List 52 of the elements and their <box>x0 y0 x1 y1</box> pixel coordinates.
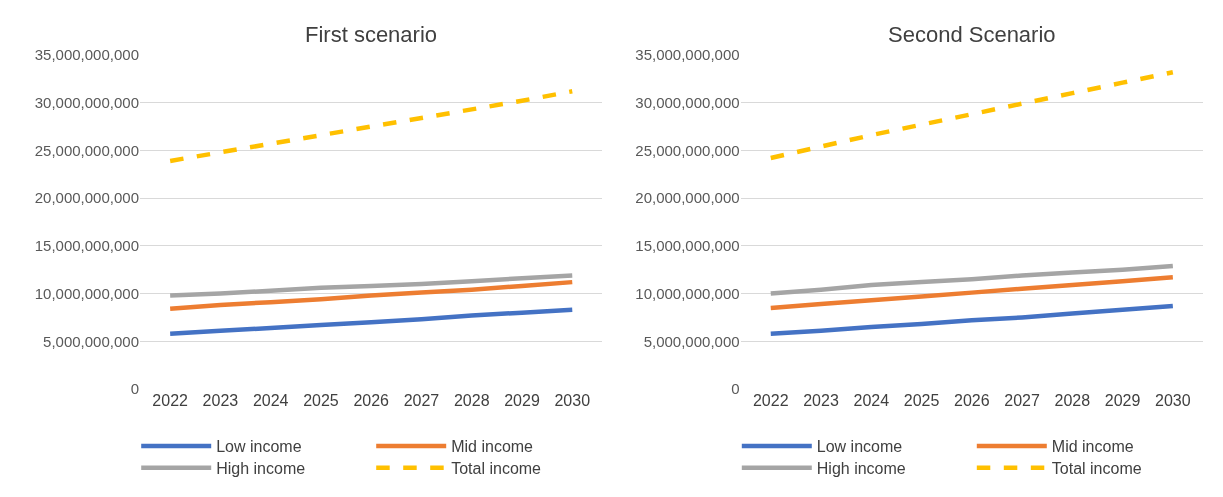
x-tick-label: 2025 <box>303 392 339 409</box>
line-series <box>167 307 575 336</box>
x-tick-label: 2025 <box>903 392 940 409</box>
x-tick-label: 2029 <box>1104 392 1141 409</box>
y-tick-label: 5,000,000,000 <box>43 332 139 350</box>
legend-label: Total income <box>1051 459 1142 477</box>
line-series <box>768 275 1176 311</box>
y-tick-label: 0 <box>130 380 139 398</box>
x-tick-label: 2027 <box>403 392 440 409</box>
y-tick-label: 30,000,000,000 <box>635 93 740 111</box>
y-tick-label: 5,000,000,000 <box>643 332 740 350</box>
x-tick-label: 2023 <box>803 392 839 409</box>
legend-label: High income <box>216 459 306 477</box>
legend-label: Mid income <box>1051 438 1134 456</box>
y-tick-label: 25,000,000,000 <box>34 141 139 159</box>
x-tick-label: 2028 <box>453 392 490 409</box>
line-series <box>167 279 575 312</box>
y-tick-label: 15,000,000,000 <box>635 237 740 255</box>
legend-label: Low income <box>216 438 302 456</box>
x-tick-label: 2022 <box>152 392 189 409</box>
chart-title: Second Scenario <box>888 22 1056 47</box>
x-tick-label: 2028 <box>1054 392 1091 409</box>
x-tick-label: 2022 <box>752 392 789 409</box>
legend-label: Total income <box>451 459 542 477</box>
y-tick-label: 20,000,000,000 <box>34 189 139 207</box>
y-tick-label: 30,000,000,000 <box>34 93 139 111</box>
y-tick-label: 35,000,000,000 <box>635 46 740 64</box>
x-tick-label: 2030 <box>1155 392 1191 409</box>
line-series <box>167 89 575 164</box>
y-tick-label: 20,000,000,000 <box>635 189 740 207</box>
y-tick-label: 25,000,000,000 <box>635 141 740 159</box>
y-tick-label: 10,000,000,000 <box>34 284 139 302</box>
legend-label: High income <box>816 459 906 477</box>
x-tick-label: 2027 <box>1004 392 1040 409</box>
line-series <box>768 69 1176 161</box>
x-tick-label: 2024 <box>252 392 289 409</box>
x-tick-label: 2026 <box>954 392 990 409</box>
x-tick-label: 2029 <box>504 392 540 409</box>
x-tick-label: 2023 <box>202 392 239 409</box>
x-tick-label: 2024 <box>853 392 890 409</box>
line-series <box>768 303 1176 336</box>
line-series <box>768 263 1176 296</box>
x-tick-label: 2030 <box>554 392 591 409</box>
y-tick-label: 35,000,000,000 <box>34 46 139 64</box>
y-tick-label: 0 <box>731 380 740 398</box>
y-tick-label: 10,000,000,000 <box>635 284 740 302</box>
legend-label: Low income <box>816 438 903 456</box>
line-series <box>167 273 575 298</box>
chart-title: First scenario <box>305 22 438 47</box>
legend-label: Mid income <box>451 438 534 456</box>
y-tick-label: 15,000,000,000 <box>34 237 139 255</box>
x-tick-label: 2026 <box>353 392 390 409</box>
